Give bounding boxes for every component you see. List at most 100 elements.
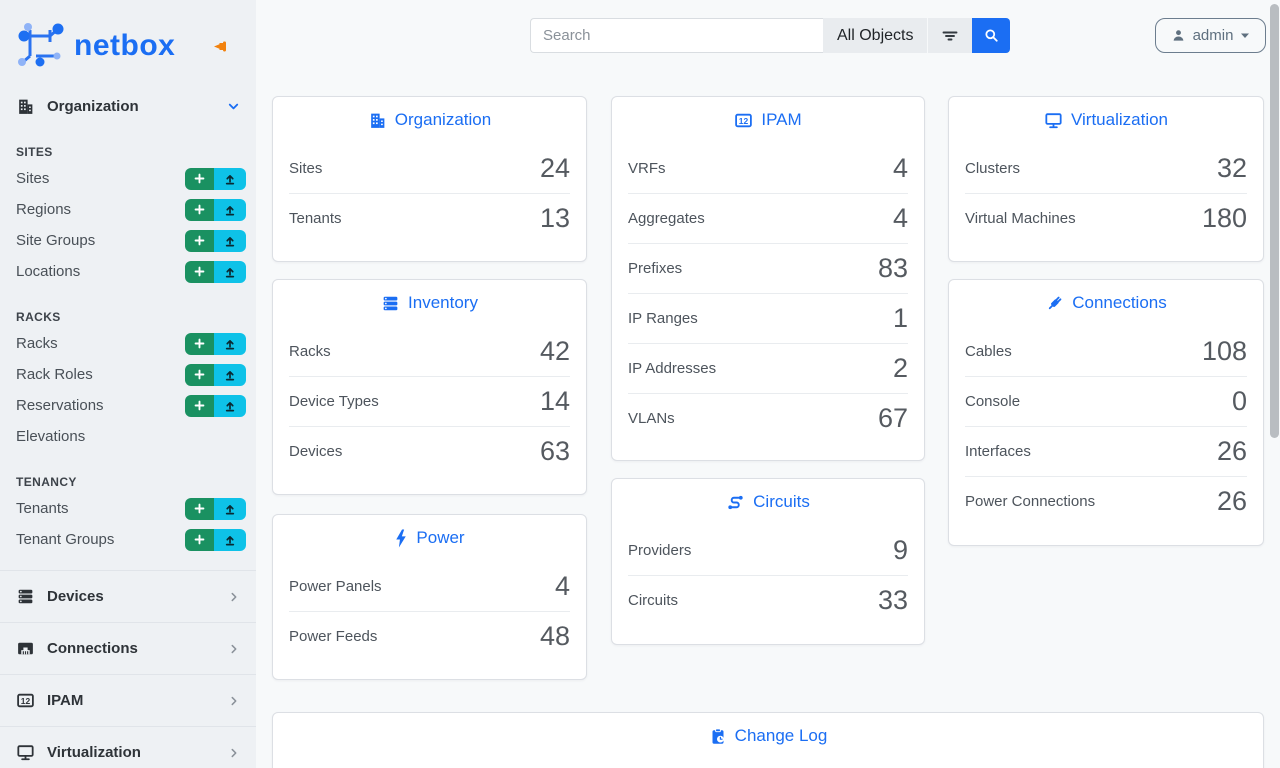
import-site-groups-button[interactable] — [214, 229, 246, 252]
sidebar-link-racks[interactable]: Racks — [16, 335, 58, 352]
sidebar-item-label: IPAM — [47, 692, 84, 709]
card-power-title-link[interactable]: Power — [273, 515, 586, 561]
sidebar-link-site-groups[interactable]: Site Groups — [16, 232, 96, 249]
card-connections-title-link[interactable]: Connections — [949, 280, 1263, 326]
quick-actions — [185, 363, 246, 386]
sidebar-item-racks: Racks — [0, 328, 256, 359]
sidebar-link-regions[interactable]: Regions — [16, 201, 72, 218]
add-tenants-button[interactable] — [185, 497, 214, 520]
sidebar-link-locations[interactable]: Locations — [16, 263, 81, 280]
stat-row: Circuits 33 — [628, 575, 908, 625]
sidebar-link-sites[interactable]: Sites — [16, 170, 50, 187]
stat-row: Virtual Machines 180 — [965, 193, 1247, 243]
filter-button[interactable] — [927, 18, 973, 53]
card-title: Virtualization — [1070, 110, 1169, 129]
card-inventory-title-link[interactable]: Inventory — [273, 280, 586, 326]
sidebar-link-tenants[interactable]: Tenants — [16, 500, 69, 517]
stat-link-power-panels[interactable]: Power Panels — [289, 577, 382, 595]
card-virtualization-title-link[interactable]: Virtualization — [949, 97, 1263, 143]
netbox-logo-icon[interactable] — [16, 22, 64, 70]
import-reservations-button[interactable] — [214, 394, 246, 417]
card-ipam-title-link[interactable]: 12 IPAM — [612, 97, 924, 143]
stat-link-console[interactable]: Console — [965, 393, 1021, 410]
stat-row: Power Connections 26 — [965, 476, 1247, 526]
import-tenant-groups-button[interactable] — [214, 528, 246, 551]
sidebar-item-reservations: Reservations — [0, 390, 256, 421]
stat-link-tenants[interactable]: Tenants — [289, 210, 342, 227]
pin-icon[interactable] — [213, 39, 230, 54]
card-title: Circuits — [753, 492, 810, 511]
stat-row: Device Types 14 — [289, 376, 570, 426]
user-menu-button[interactable]: admin — [1155, 18, 1266, 53]
add-locations-button[interactable] — [185, 260, 214, 283]
sidebar-item-connections[interactable]: Connections — [0, 622, 256, 674]
import-racks-button[interactable] — [214, 332, 246, 355]
stat-link-providers[interactable]: Providers — [628, 541, 692, 559]
card-organization-title-link[interactable]: Organization — [273, 97, 586, 143]
stat-link-power-connections[interactable]: Power Connections — [965, 493, 1096, 510]
stat-value: 24 — [539, 152, 570, 183]
stat-link-clusters[interactable]: Clusters — [965, 159, 1021, 177]
quick-actions — [185, 528, 246, 551]
stat-link-device-types[interactable]: Device Types — [289, 393, 379, 410]
add-regions-button[interactable] — [185, 198, 214, 221]
quick-actions — [185, 198, 246, 221]
add-racks-button[interactable] — [185, 332, 214, 355]
main-content: All Objects admin — [256, 0, 1280, 768]
quick-actions — [185, 332, 246, 355]
search-submit-button[interactable] — [972, 18, 1011, 53]
sidebar-group-tenancy: TENANCY — [16, 475, 77, 489]
stat-link-ip-ranges[interactable]: IP Ranges — [628, 310, 698, 327]
stat-link-racks[interactable]: Racks — [289, 342, 331, 360]
stat-link-power-feeds[interactable]: Power Feeds — [289, 628, 378, 645]
sidebar-link-rack-roles[interactable]: Rack Roles — [16, 366, 93, 383]
card-power: Power Power Panels 4 Power Feeds 48 — [272, 514, 587, 680]
import-rack-roles-button[interactable] — [214, 363, 246, 386]
sidebar-item-devices[interactable]: Devices — [0, 570, 256, 622]
user-icon — [1171, 28, 1186, 43]
stat-link-vrfs[interactable]: VRFs — [628, 159, 666, 177]
sidebar-link-reservations[interactable]: Reservations — [16, 397, 104, 414]
stat-link-cables[interactable]: Cables — [965, 342, 1012, 360]
import-tenants-button[interactable] — [214, 497, 246, 520]
import-sites-button[interactable] — [214, 167, 246, 190]
card-changelog-title-link[interactable]: Change Log — [273, 713, 1263, 759]
stat-link-vlans[interactable]: VLANs — [628, 410, 675, 427]
stat-value: 48 — [539, 621, 570, 651]
add-reservations-button[interactable] — [185, 394, 214, 417]
search-scope-button[interactable]: All Objects — [823, 18, 928, 53]
quick-actions — [185, 229, 246, 252]
import-regions-button[interactable] — [214, 198, 246, 221]
search-input[interactable] — [530, 18, 823, 53]
sidebar-item-virtualization[interactable]: Virtualization — [0, 726, 256, 768]
add-sites-button[interactable] — [185, 167, 214, 190]
logo-row: netbox — [0, 0, 256, 78]
scrollbar-thumb[interactable] — [1270, 4, 1279, 438]
import-locations-button[interactable] — [214, 260, 246, 283]
add-site-groups-button[interactable] — [185, 229, 214, 252]
stat-link-ip-addresses[interactable]: IP Addresses — [628, 360, 717, 377]
card-circuits-title-link[interactable]: Circuits — [612, 479, 924, 525]
brand-name[interactable]: netbox — [74, 29, 176, 62]
stat-value: 14 — [539, 386, 570, 416]
svg-text:12: 12 — [739, 116, 749, 126]
stat-link-circuits[interactable]: Circuits — [628, 592, 679, 609]
sidebar-item-label: Organization — [47, 97, 139, 115]
stat-row: Providers 9 — [628, 525, 908, 575]
stat-link-aggregates[interactable]: Aggregates — [628, 210, 705, 227]
sidebar-link-tenant-groups[interactable]: Tenant Groups — [16, 531, 115, 548]
add-tenant-groups-button[interactable] — [185, 528, 214, 551]
sidebar-group-sites: SITES — [16, 145, 53, 159]
stat-row: Sites 24 — [289, 143, 570, 193]
stat-link-interfaces[interactable]: Interfaces — [965, 443, 1031, 460]
sidebar-item-label: Virtualization — [47, 744, 141, 761]
stat-link-devices[interactable]: Devices — [289, 443, 343, 460]
card-circuits: Circuits Providers 9 Circuits 33 — [611, 478, 925, 645]
stat-link-virtual-machines[interactable]: Virtual Machines — [965, 210, 1076, 227]
stat-link-sites[interactable]: Sites — [289, 159, 323, 177]
stat-link-prefixes[interactable]: Prefixes — [628, 260, 683, 277]
sidebar-item-organization[interactable]: Organization — [0, 90, 256, 122]
sidebar-item-ipam[interactable]: 12 IPAM — [0, 674, 256, 726]
add-rack-roles-button[interactable] — [185, 363, 214, 386]
sidebar-link-elevations[interactable]: Elevations — [16, 428, 86, 445]
